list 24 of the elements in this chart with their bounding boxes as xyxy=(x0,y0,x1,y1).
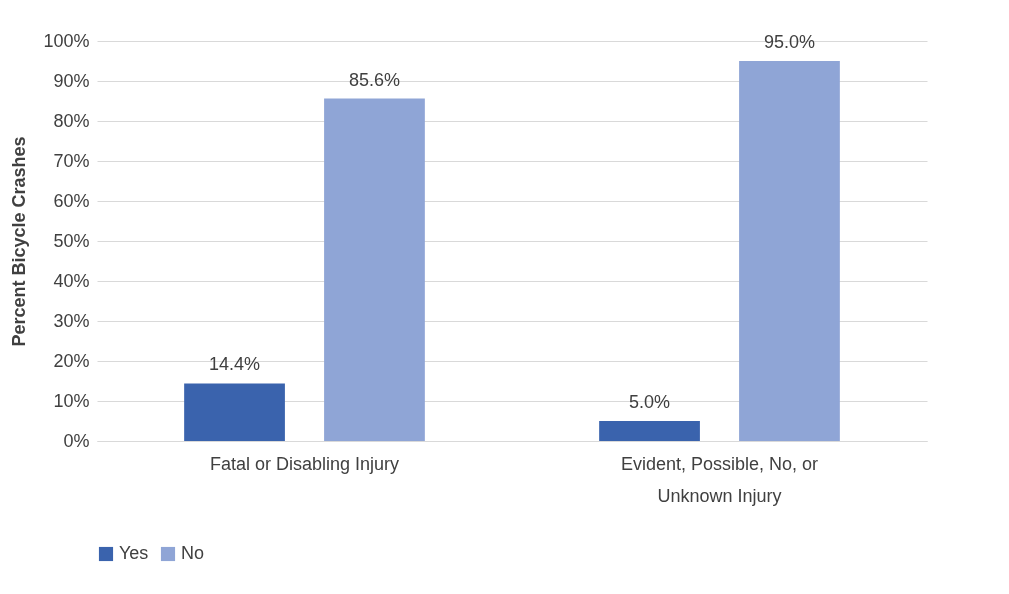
y-tick-label: 40% xyxy=(53,270,90,291)
data-label: 14.4% xyxy=(209,354,261,375)
legend-label: No xyxy=(181,543,205,563)
bar xyxy=(184,383,285,441)
y-tick-label: 100% xyxy=(43,30,90,51)
bar xyxy=(324,98,425,441)
y-tick-label: 0% xyxy=(63,430,90,451)
y-tick-label: 70% xyxy=(53,150,90,171)
y-tick-label: 20% xyxy=(53,350,90,371)
bar xyxy=(739,61,840,441)
y-tick-label: 50% xyxy=(53,230,90,251)
x-tick-label: Evident, Possible, No, or Unknown Injury xyxy=(620,453,819,506)
data-label: 85.6% xyxy=(348,69,400,90)
y-tick-label: 30% xyxy=(53,310,90,331)
legend-label: Yes xyxy=(119,543,149,563)
y-axis-title: Percent Bicycle Crashes xyxy=(9,136,30,347)
y-tick-label: 10% xyxy=(53,390,90,411)
x-tick-label: Fatal or Disabling Injury xyxy=(209,453,400,474)
y-tick-label: 60% xyxy=(53,190,90,211)
data-label: 5.0% xyxy=(629,392,671,412)
bar xyxy=(599,421,700,441)
y-tick-label: 80% xyxy=(53,110,90,131)
y-tick-label: 90% xyxy=(53,70,90,91)
data-label: 95.0% xyxy=(763,32,815,52)
